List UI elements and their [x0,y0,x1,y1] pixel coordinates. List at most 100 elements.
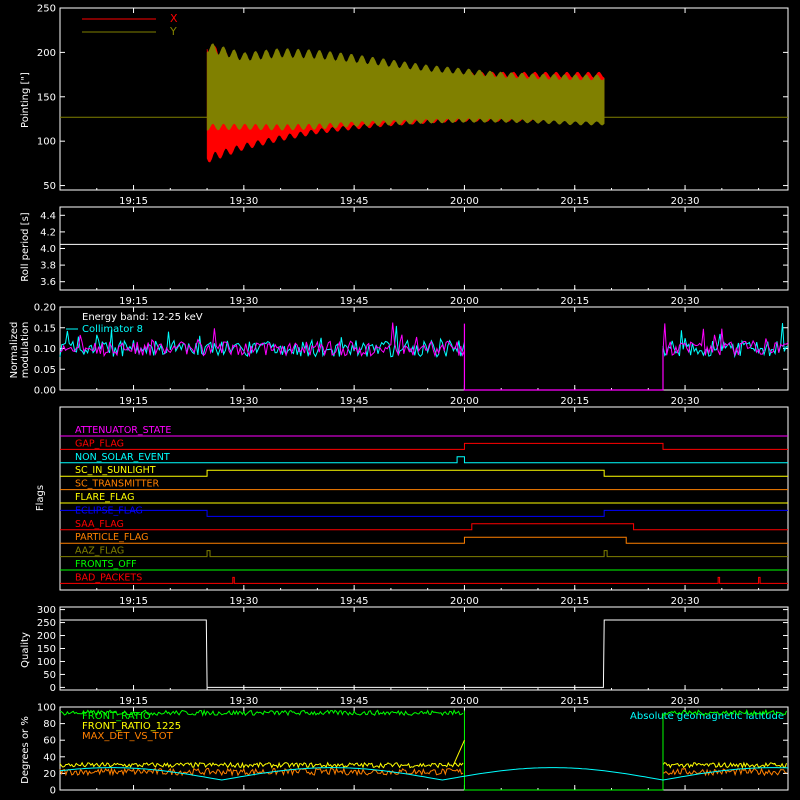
flags-ylabel: Flags [35,485,46,511]
y-tick-label: 200 [37,631,56,642]
flags-panel: Flags 19:15 19:30 19:45 20:00 20:15 20:30 ATTE… [35,406,789,607]
y-tick-label: 4.2 [40,227,56,238]
x-tick-label: 20:00 [450,396,479,407]
collimator-annotation: Collimator 8 [82,324,143,335]
legend-x-label: X [170,12,178,25]
x-tick-label: 20:15 [560,196,589,207]
quality-panel: Quality 19:15 19:30 19:45 20:00 20:15 20:30 0 5… [20,605,789,707]
y-tick-label: 20 [43,769,56,780]
front-ratio-ylabel: Degrees or % [20,716,31,784]
legend-front-ratio: FRONT_RATIO [82,711,151,722]
flag-line-non-solar-event [60,456,788,464]
y-tick-label: 50 [43,181,56,192]
flag-label-non-solar-event: NON_SOLAR_EVENT [75,452,170,463]
x-tick-label: 20:15 [560,296,589,307]
x-tick-label: 19:45 [340,596,369,607]
plot-frame [59,406,789,591]
x-tick-label: 19:15 [119,596,148,607]
flag-line-bad-packets [60,576,788,584]
x-tick-label: 19:30 [229,596,258,607]
modulation-ylabel-line2: modulation [20,322,31,379]
flag-label-fronts-off: FRONTS_OFF [75,559,137,570]
flag-label-attenuator-state: ATTENUATOR_STATE [75,425,171,436]
x-tick-label: 20:30 [671,396,700,407]
y-tick-label: 0.10 [34,344,56,355]
x-tick-label: 19:15 [119,396,148,407]
y-tick-label: 40 [43,752,56,763]
y-tick-label: 150 [37,644,56,655]
legend-y-label: Y [169,25,177,38]
roll-panel: Roll period [s] 19:15 19:30 19:45 20:00 20:1… [20,206,789,307]
x-tick-label: 19:30 [229,296,258,307]
flag-line-eclipse-flag [60,509,788,517]
modulation-gap-line [463,323,664,391]
max-det-vs-tot-series [662,767,787,777]
y-tick-label: 150 [37,92,56,103]
flag-label-eclipse-flag: ECLIPSE_FLAG [75,505,143,516]
modulation-ylabel-line1: Normalized [9,322,20,379]
y-tick-label: 250 [37,4,56,15]
flag-label-saa-flag: SAA_FLAG [75,519,124,530]
y-tick-label: 3.8 [40,261,56,272]
flag-label-particle-flag: PARTICLE_FLAG [75,532,148,543]
y-tick-label: 300 [37,605,56,616]
flag-line-saa-flag [60,523,788,531]
x-tick-label: 19:45 [340,396,369,407]
plot-frame [59,7,789,191]
y-series-band [206,43,605,131]
pointing-panel: Pointing ["] X Y 19:15 19:30 19:45 20:00 20:… [20,4,789,207]
modulation-panel: Normalized modulation Energy band: 12-25… [9,303,789,407]
legend-front-ratio-1225: FRONT_RATIO_1225 [82,721,181,732]
x-tick-label: 20:15 [560,396,589,407]
x-tick-label: 19:30 [229,396,258,407]
front-ratio-gap-line [463,710,664,791]
y-tick-label: 50 [43,670,56,681]
y-tick-label: 100 [37,703,56,714]
flag-label-bad-packets: BAD_PACKETS [75,572,142,583]
x-tick-label: 20:15 [560,696,589,707]
plot-frame [59,706,789,791]
front-ratio-panel: Degrees or % FRONT_RATIO FRONT_RATIO_122… [20,703,789,797]
flag-label-aaz-flag: AAZ_FLAG [75,546,124,557]
y-tick-label: 60 [43,736,56,747]
x-tick-label: 19:45 [340,696,369,707]
y-tick-label: 100 [37,137,56,148]
quality-line [60,619,788,688]
x-tick-label: 19:45 [340,296,369,307]
x-tick-label: 19:15 [119,296,148,307]
modulation-magenta-series [59,322,465,358]
flag-label-sc-transmitter: SC_TRANSMITTER [75,479,160,490]
front-ratio-1225-series [59,761,464,769]
geomagnetic-latitude-label: Absolute geomagnetic latitude [630,711,784,722]
front-ratio-series [59,709,464,717]
modulation-magenta-series [662,323,789,357]
x-tick-label: 19:15 [119,696,148,707]
x-tick-label: 19:15 [119,196,148,207]
x-tick-label: 20:00 [450,196,479,207]
x-tick-label: 20:30 [671,296,700,307]
y-tick-label: 250 [37,618,56,629]
flag-label-flare-flag: FLARE_FLAG [75,492,135,503]
y-tick-label: 0.00 [34,386,56,397]
x-tick-label: 20:15 [560,596,589,607]
x-tick-label: 20:00 [450,696,479,707]
y-tick-label: 4.0 [40,244,56,255]
front-ratio-1225-series [662,761,787,769]
y-tick-label: 0 [50,683,56,694]
x-tick-label: 20:30 [671,596,700,607]
x-tick-label: 19:45 [340,196,369,207]
x-tick-label: 20:30 [671,196,700,207]
y-tick-label: 200 [37,48,56,59]
quality-ylabel: Quality [20,632,31,668]
flag-label-sc-in-sunlight: SC_IN_SUNLIGHT [75,465,156,476]
front-ratio-1225-ramp [452,739,465,766]
x-tick-label: 19:30 [229,696,258,707]
flag-line-particle-flag [60,536,788,544]
y-tick-label: 3.6 [40,277,56,288]
pointing-ylabel: Pointing ["] [20,72,31,128]
flag-line-gap-flag [60,442,788,450]
geomagnetic-latitude-series [59,767,789,781]
roll-ylabel: Roll period [s] [20,212,31,281]
y-tick-label: 0 [50,786,56,797]
